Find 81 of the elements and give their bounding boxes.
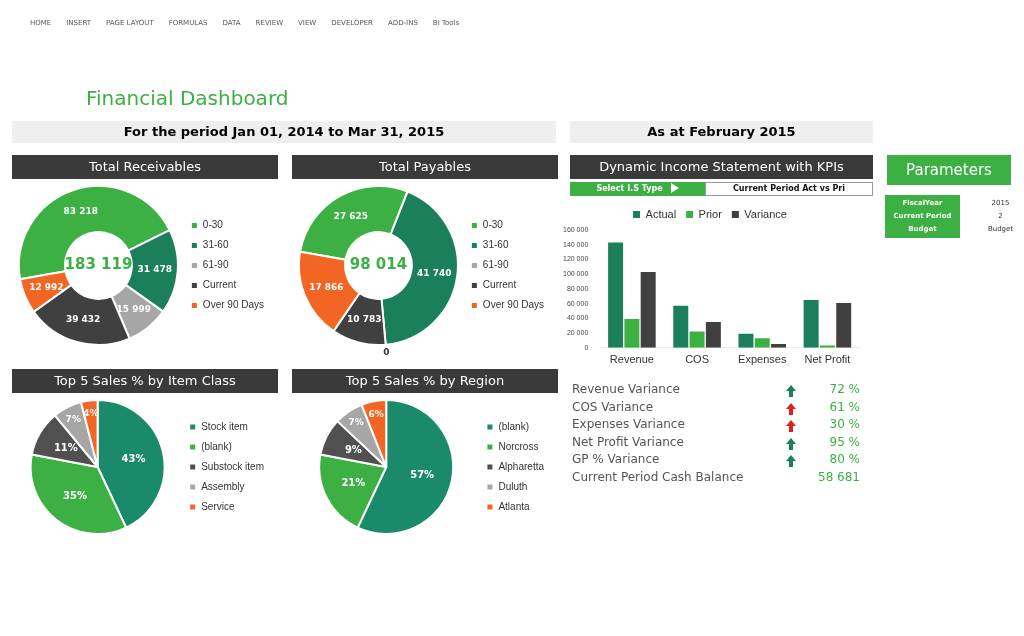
x-tick-label: Net Profit (804, 353, 851, 366)
data-label: 9% (344, 443, 362, 455)
data-label: 31 478 (137, 264, 172, 275)
legend-label: (blank) (201, 440, 232, 452)
bar (624, 319, 640, 348)
legend-label: Over 90 Days (202, 299, 265, 311)
data-label: 35% (63, 489, 87, 501)
text: For the period Jan 01, 2014 to Mar 31, 2015 (12, 121, 556, 143)
legend-label: 31-60 (202, 239, 229, 251)
chart-title: Top 5 Sales % by Region (292, 369, 558, 393)
text: GP % Variance (572, 452, 660, 466)
legend-label: Current (482, 279, 517, 291)
data-label: 7% (65, 413, 81, 424)
text: 72 % (829, 382, 860, 396)
chart-title: Dynamic Income Statement with KPIs (570, 155, 873, 179)
bar (640, 271, 656, 348)
legend-label: Norcross (498, 440, 539, 452)
bar (673, 305, 689, 348)
text: 80 % (829, 452, 860, 466)
text: Net Profit Variance (572, 434, 684, 449)
bar (754, 338, 770, 348)
text: Revenue Variance (572, 382, 680, 396)
text: COS Variance (572, 399, 654, 414)
text: 98 014 (349, 255, 408, 274)
legend-label: 61-90 (202, 259, 229, 271)
text: 95 % (829, 434, 860, 449)
chart-title: Total Payables (292, 155, 558, 179)
legend-label: Prior (698, 207, 723, 220)
legend-label: Service (201, 500, 235, 512)
bar (689, 331, 705, 348)
data-label: 41 740 (417, 267, 452, 278)
text: Current Period Act vs Pri (705, 182, 873, 196)
data-label: 83 218 (63, 206, 99, 217)
bar (705, 322, 721, 348)
legend-label: Variance (744, 207, 787, 220)
data-label: 15 999 (116, 303, 152, 314)
data-label: 43% (121, 452, 146, 464)
legend-label: Assembly (201, 480, 245, 492)
legend-label: Current (202, 279, 237, 291)
data-label: 6% (368, 408, 384, 419)
legend-label: 61-90 (482, 259, 509, 271)
text: 183 119 (64, 255, 133, 274)
text: 58 681 (818, 469, 860, 484)
bar (836, 302, 852, 348)
legend-label: (blank) (498, 420, 529, 432)
data-label: 11% (53, 441, 78, 453)
legend-label: Substock item (201, 460, 265, 472)
text: As at February 2015 (570, 121, 873, 143)
legend-label: 0-30 (482, 219, 504, 231)
text: Financial Dashboard (86, 85, 290, 112)
text: 61 % (829, 399, 860, 414)
bar (803, 299, 819, 348)
data-label: 17 866 (309, 281, 344, 292)
data-label: 12 992 (29, 281, 64, 292)
text: Select I.S Type (596, 184, 663, 193)
text: 0 (383, 346, 390, 357)
text: Expenses Variance (572, 417, 685, 431)
text: 30 % (829, 417, 860, 431)
legend-label: Actual (645, 207, 677, 220)
legend-label: 0-30 (202, 219, 224, 231)
legend-label: Atlanta (498, 500, 530, 512)
data-label: 39 432 (65, 314, 101, 325)
x-tick-label: Expenses (738, 353, 787, 366)
chart-title: Total Receivables (12, 155, 278, 179)
legend-label: 31-60 (482, 239, 509, 251)
legend-label: Duluth (498, 480, 528, 492)
text: Parameters (887, 155, 1011, 185)
bar (608, 242, 624, 348)
x-tick-label: COS (685, 353, 709, 366)
chart-title: Top 5 Sales % by Item Class (12, 369, 278, 393)
data-label: 27 625 (333, 210, 369, 221)
data-label: 10 783 (347, 314, 382, 325)
legend-label: Alpharetta (498, 460, 545, 472)
data-label: 7% (348, 417, 364, 428)
text: Current Period Cash Balance (572, 469, 744, 484)
data-label: 21% (341, 477, 366, 489)
bar (738, 333, 754, 348)
legend-label: Stock item (201, 420, 248, 432)
data-label: 57% (410, 468, 435, 480)
x-tick-label: Revenue (609, 353, 654, 366)
legend-label: Over 90 Days (482, 299, 545, 311)
